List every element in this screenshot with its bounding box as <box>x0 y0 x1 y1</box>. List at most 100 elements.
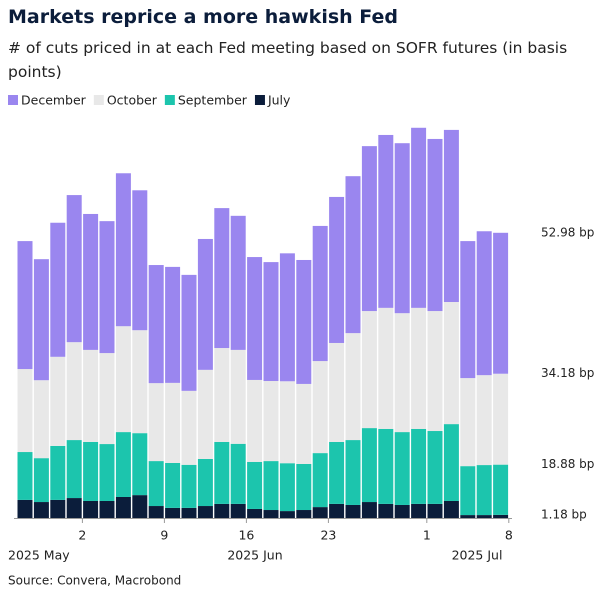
x-tick-label: 8 <box>505 528 513 543</box>
value-label: 52.98 bp <box>541 225 594 239</box>
bar-segment <box>247 461 263 509</box>
bar-segment <box>443 424 459 501</box>
bar-segment <box>99 221 115 354</box>
bar-segment <box>460 515 476 518</box>
bar-segment <box>361 146 377 312</box>
bar-segment <box>247 508 263 518</box>
bar-segment <box>181 274 197 391</box>
bar-segment <box>66 342 82 441</box>
bar-segment <box>148 383 164 462</box>
bar-segment <box>50 222 66 357</box>
bar-segment <box>345 333 361 441</box>
bar-segment <box>476 515 492 518</box>
x-tick-label: 23 <box>320 528 336 543</box>
bar-segment <box>493 232 509 374</box>
bar-segment <box>493 373 509 465</box>
bar-segment <box>361 311 377 429</box>
bar-segment <box>312 507 328 518</box>
bar-segment <box>427 138 443 312</box>
bar-segment <box>99 353 115 445</box>
bar-segment <box>165 382 181 463</box>
bar-segment <box>197 369 213 459</box>
bar-segment <box>17 241 33 370</box>
bar-segment <box>279 381 295 464</box>
bar-segment <box>83 349 99 442</box>
bar-segment <box>476 231 492 376</box>
bar-segment <box>460 466 476 516</box>
bar-segment <box>263 510 279 518</box>
bar-segment <box>443 129 459 303</box>
bar-segment <box>394 504 410 518</box>
bar-segment <box>132 330 148 434</box>
bar-segment <box>378 428 394 504</box>
bar-segment <box>197 506 213 518</box>
month-label: 2025 Jul <box>452 548 503 563</box>
bar-segment <box>394 143 410 314</box>
bar-segment <box>197 458 213 507</box>
bar-segment <box>132 433 148 496</box>
bar-segment <box>378 134 394 308</box>
bar-segment <box>83 213 99 350</box>
bar-segment <box>115 496 131 518</box>
bar-segment <box>329 342 345 442</box>
bar-segment <box>99 500 115 518</box>
legend-label: October <box>107 93 158 108</box>
bar-segment <box>66 195 82 343</box>
bar-segment <box>115 173 131 327</box>
bar-segment <box>33 502 49 518</box>
bar-segment <box>394 432 410 505</box>
bar-segment <box>312 361 328 454</box>
bar-segment <box>66 498 82 518</box>
source: Source: Convera, Macrobond <box>8 574 181 588</box>
month-label: 2025 May <box>8 548 70 563</box>
bar-segment <box>361 502 377 518</box>
bar-segment <box>296 510 312 518</box>
bar-segment <box>214 503 230 518</box>
legend-label: July <box>267 93 291 108</box>
bar-segment <box>312 225 328 362</box>
bar-segment <box>296 383 312 465</box>
legend-swatch <box>164 95 175 105</box>
bar-segment <box>214 208 230 349</box>
bar-segment <box>460 378 476 467</box>
bar-segment <box>427 503 443 518</box>
legend-label: September <box>178 93 248 108</box>
bar-segment <box>33 458 49 503</box>
bar-segment <box>476 465 492 516</box>
value-label: 1.18 bp <box>541 507 587 521</box>
bar-segment <box>443 302 459 425</box>
x-tick-label: 9 <box>160 528 168 543</box>
bar-segment <box>33 380 49 459</box>
bar-segment <box>165 507 181 518</box>
bar-segment <box>263 262 279 382</box>
bar-segment <box>345 176 361 334</box>
bar-segment <box>411 127 427 308</box>
month-label: 2025 Jun <box>227 548 282 563</box>
bar-segment <box>181 390 197 465</box>
bar-segment <box>411 307 427 429</box>
bar-segment <box>378 307 394 429</box>
bar-segment <box>411 503 427 518</box>
bar-segment <box>132 190 148 331</box>
bar-segment <box>263 381 279 462</box>
bar-segment <box>279 253 295 382</box>
bar-segment <box>230 443 246 504</box>
x-tick-label: 1 <box>423 528 431 543</box>
bar-segment <box>132 495 148 518</box>
bar-segment <box>50 499 66 518</box>
bar-segment <box>17 452 33 500</box>
value-label: 34.18 bp <box>541 366 594 380</box>
bar-segment <box>329 196 345 343</box>
bar-segment <box>181 507 197 518</box>
bar-segment <box>329 503 345 518</box>
bar-segment <box>83 500 99 518</box>
bar-segment <box>99 444 115 501</box>
bar-segment <box>50 356 66 446</box>
legend-swatch <box>93 95 104 105</box>
bar-segment <box>460 241 476 379</box>
bar-segment <box>345 504 361 518</box>
bar-segment <box>279 511 295 518</box>
bar-segment <box>33 259 49 381</box>
